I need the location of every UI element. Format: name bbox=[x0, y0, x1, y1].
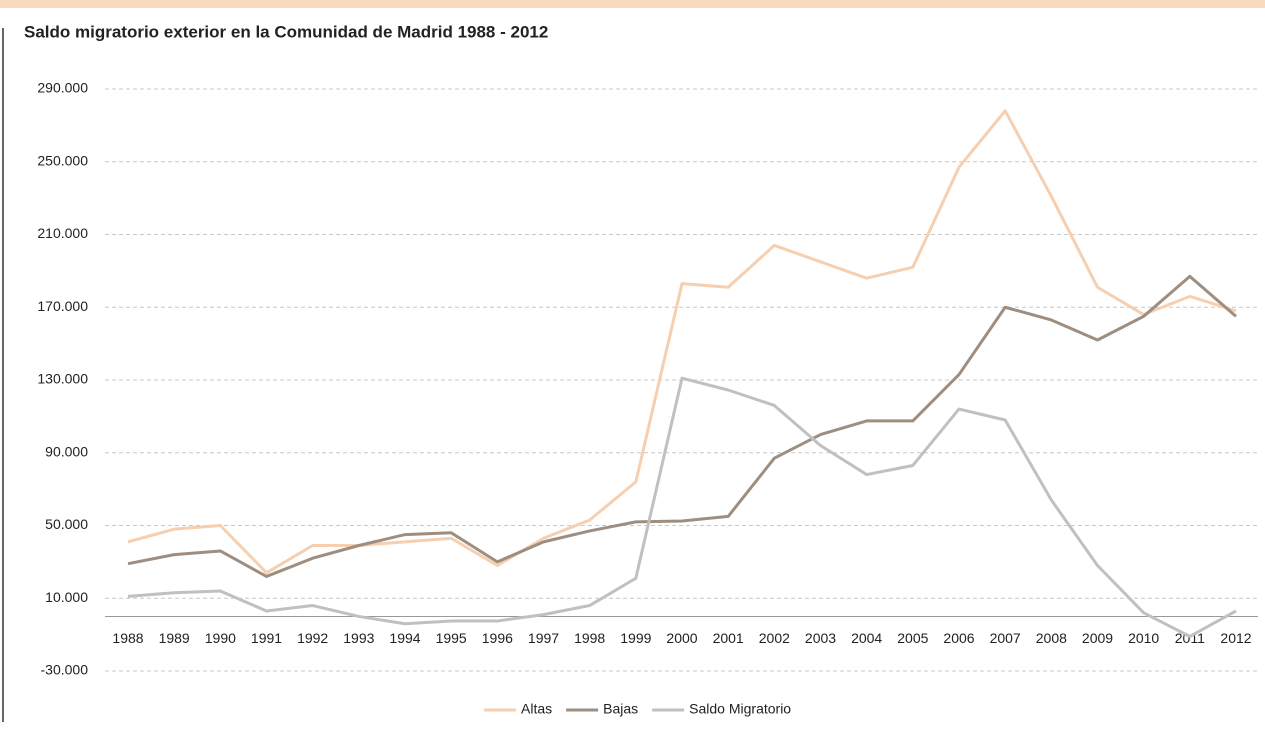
y-tick-label: 130.000 bbox=[37, 371, 88, 387]
x-tick-label: 2012 bbox=[1220, 630, 1251, 646]
x-tick-label: 1998 bbox=[574, 630, 605, 646]
top-band bbox=[0, 0, 1265, 8]
x-tick-label: 2002 bbox=[759, 630, 790, 646]
x-tick-label: 1990 bbox=[205, 630, 236, 646]
x-tick-label: 2006 bbox=[943, 630, 974, 646]
x-tick-label: 2009 bbox=[1082, 630, 1113, 646]
x-tick-label: 2001 bbox=[713, 630, 744, 646]
x-tick-label: 2007 bbox=[990, 630, 1021, 646]
chart-title: Saldo migratorio exterior en la Comunida… bbox=[24, 22, 548, 41]
y-tick-label: 170.000 bbox=[37, 298, 88, 314]
y-tick-label: 210.000 bbox=[37, 225, 88, 241]
x-tick-label: 1999 bbox=[620, 630, 651, 646]
x-tick-label: 1994 bbox=[389, 630, 420, 646]
y-tick-label: 50.000 bbox=[45, 516, 88, 532]
x-tick-label: 2003 bbox=[805, 630, 836, 646]
y-tick-label: -30.000 bbox=[41, 662, 89, 678]
legend-label: Altas bbox=[521, 701, 552, 717]
x-tick-label: 2010 bbox=[1128, 630, 1159, 646]
y-tick-label: 290.000 bbox=[37, 80, 88, 96]
x-tick-label: 2000 bbox=[666, 630, 697, 646]
series-line bbox=[127, 274, 1237, 578]
y-tick-label: 90.000 bbox=[45, 443, 88, 459]
x-tick-label: 1991 bbox=[251, 630, 282, 646]
series-line bbox=[127, 376, 1237, 638]
legend-label: Saldo Migratorio bbox=[689, 701, 791, 717]
x-tick-label: 1996 bbox=[482, 630, 513, 646]
x-tick-label: 1997 bbox=[528, 630, 559, 646]
x-tick-label: 1992 bbox=[297, 630, 328, 646]
x-tick-label: 1995 bbox=[436, 630, 467, 646]
x-tick-label: 1988 bbox=[112, 630, 143, 646]
x-tick-label: 2005 bbox=[897, 630, 928, 646]
x-tick-label: 1993 bbox=[343, 630, 374, 646]
y-tick-label: 10.000 bbox=[45, 589, 88, 605]
series-line bbox=[127, 109, 1237, 575]
x-tick-label: 2008 bbox=[1036, 630, 1067, 646]
x-tick-label: 2004 bbox=[851, 630, 882, 646]
y-tick-label: 250.000 bbox=[37, 152, 88, 168]
x-tick-label: 1989 bbox=[159, 630, 190, 646]
legend-label: Bajas bbox=[603, 701, 638, 717]
